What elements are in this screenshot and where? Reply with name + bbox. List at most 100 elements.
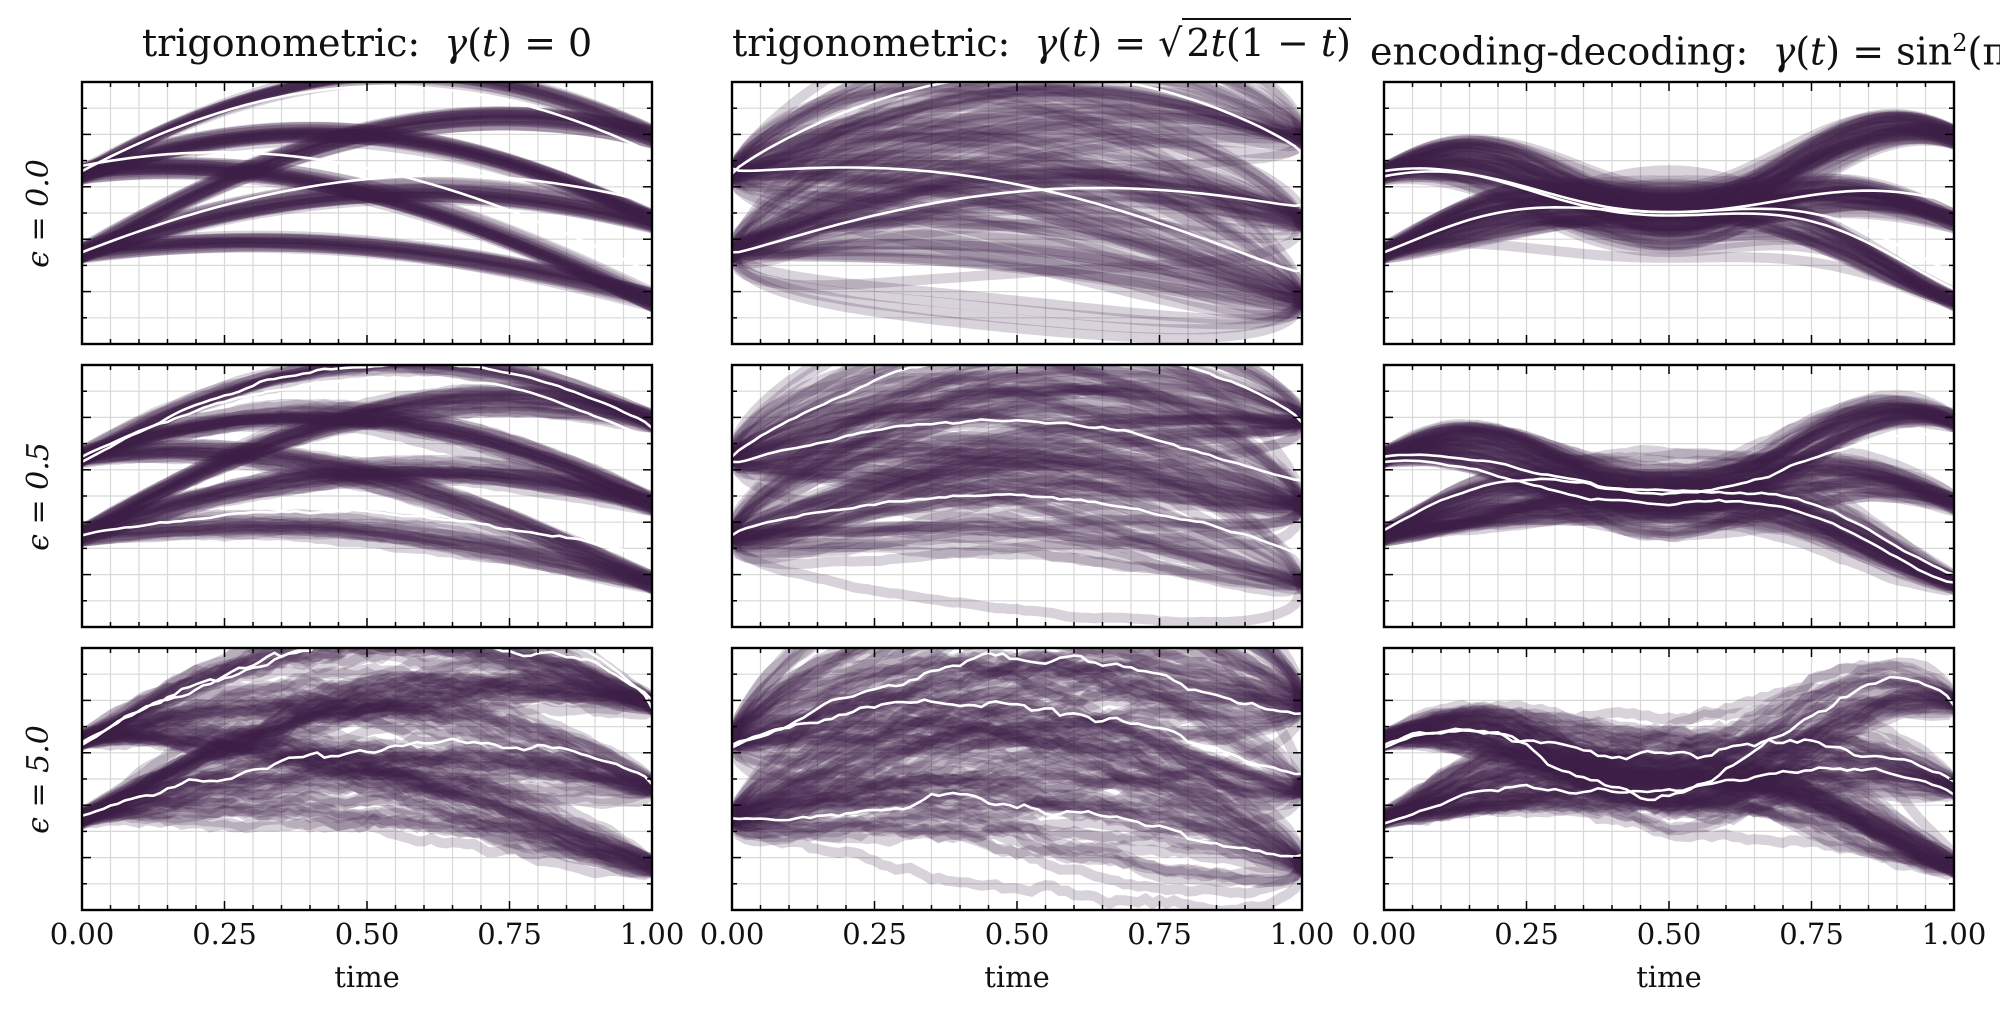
trajectory-line — [732, 458, 1302, 544]
trajectory-line — [732, 241, 1302, 303]
panel-r1c1 — [730, 363, 1304, 629]
x-tick-label: 0.25 — [192, 917, 257, 951]
trajectory-line — [732, 465, 1302, 538]
trajectory-line — [732, 520, 1302, 583]
trajectory-line — [732, 725, 1302, 873]
trajectory-line — [82, 705, 652, 796]
trajectory-line — [82, 800, 652, 870]
trajectory-line — [732, 452, 1302, 510]
trajectory-line — [1384, 786, 1954, 873]
trajectory-line — [732, 451, 1302, 521]
trajectory-line — [82, 419, 652, 516]
trajectory-line — [82, 454, 652, 535]
trajectory-line — [1384, 691, 1954, 830]
trajectory-line — [82, 696, 652, 797]
trajectory-line — [1384, 488, 1954, 544]
trajectory-line — [82, 730, 652, 879]
trajectory-line — [1384, 671, 1954, 779]
trajectory-line — [1384, 414, 1954, 539]
trajectory-line — [82, 233, 652, 300]
trajectory-line — [82, 671, 652, 825]
trajectory-line — [82, 758, 652, 825]
trajectory-line — [732, 365, 1302, 517]
trajectory-line — [732, 523, 1302, 590]
trajectory-line — [732, 365, 1302, 536]
trajectory-line — [732, 148, 1302, 232]
trajectory-line — [732, 678, 1302, 752]
trajectory-line — [732, 238, 1302, 306]
panel-frame — [1382, 363, 1956, 629]
trajectory-line — [82, 686, 652, 786]
trajectory-line — [82, 191, 652, 258]
trajectory-line — [732, 782, 1302, 877]
trajectory-line — [82, 786, 652, 874]
trajectory-line — [1384, 167, 1954, 312]
trajectory-line — [82, 405, 652, 505]
trajectory-line — [732, 762, 1302, 863]
trajectory-line — [1384, 149, 1954, 223]
trajectory-line — [1384, 776, 1954, 873]
row-label-1: ϵ = 0.0 — [20, 158, 56, 268]
trajectory-line — [732, 131, 1302, 226]
trajectory-line — [82, 465, 652, 545]
trajectory-line — [1384, 165, 1954, 301]
trajectory-line — [732, 648, 1302, 741]
trajectory-line — [732, 659, 1302, 818]
trajectory-line — [1384, 659, 1954, 749]
trajectory-line — [82, 471, 652, 547]
trajectory-line — [1384, 189, 1954, 255]
trajectory-line — [732, 407, 1302, 553]
trajectory-line — [1384, 732, 1954, 868]
trajectory-line — [1384, 119, 1954, 260]
x-tick-label: 1.00 — [619, 917, 685, 951]
trajectory-line — [732, 656, 1302, 753]
trajectory-line — [82, 440, 652, 582]
trajectory-line — [1384, 470, 1954, 588]
trajectory-line — [732, 413, 1302, 542]
trajectory-line — [1384, 206, 1954, 261]
trajectory-line — [732, 181, 1302, 257]
trajectory-line — [82, 127, 652, 220]
trajectory-line — [82, 388, 652, 545]
trajectory-line — [1384, 170, 1954, 303]
trajectory-line — [732, 82, 1302, 181]
trajectory-line — [732, 370, 1302, 539]
trajectory-line — [732, 87, 1302, 184]
trajectory-line — [732, 697, 1302, 758]
trajectory-line — [732, 809, 1302, 910]
trajectory-line — [1384, 739, 1954, 824]
trajectory-line — [1384, 402, 1954, 535]
trajectory-line — [732, 722, 1302, 818]
trajectory-line — [732, 693, 1302, 767]
trajectory-line — [1384, 111, 1954, 223]
trajectory-line — [82, 746, 652, 827]
trajectory-line — [1384, 692, 1954, 821]
trajectory-line — [82, 113, 652, 262]
trajectory-line — [1384, 130, 1954, 255]
trajectory-line — [732, 162, 1302, 309]
trajectory-line — [1384, 153, 1954, 232]
trajectory-line — [1384, 133, 1954, 264]
trajectory-line — [82, 162, 652, 309]
trajectory-line — [82, 703, 652, 818]
trajectory-line — [82, 465, 652, 542]
highlight-trajectory-2 — [82, 151, 652, 275]
trajectory-line — [82, 159, 652, 313]
trajectory-line — [732, 96, 1302, 263]
trajectory-line — [732, 413, 1302, 535]
trajectory-line — [82, 191, 652, 261]
trajectory-line — [1384, 715, 1954, 802]
trajectory-line — [82, 230, 652, 299]
trajectory-line — [1384, 759, 1954, 866]
trajectory-line — [82, 402, 652, 542]
trajectory-line — [82, 82, 652, 177]
trajectory-line — [732, 771, 1302, 873]
trajectory-line — [732, 82, 1302, 262]
trajectory-line — [1384, 443, 1954, 519]
highlight-trajectory-1 — [732, 186, 1302, 254]
trajectory-line — [1384, 440, 1954, 542]
trajectory-line — [1384, 394, 1954, 492]
trajectory-line — [732, 648, 1302, 818]
trajectory-line — [732, 411, 1302, 552]
trajectory-line — [1384, 773, 1954, 877]
